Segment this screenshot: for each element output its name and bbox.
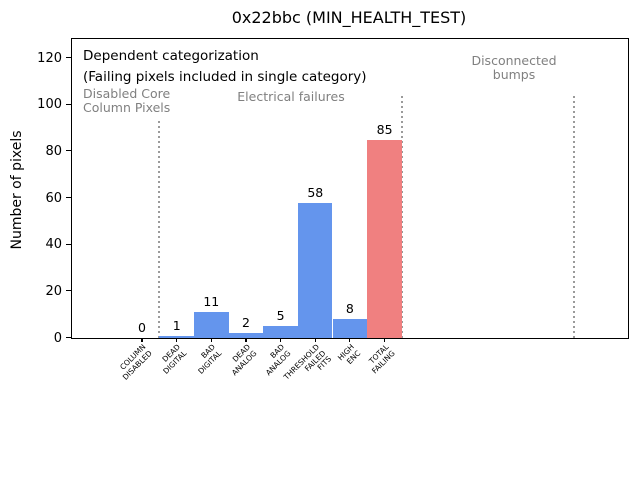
y-tick-mark [66, 290, 71, 292]
y-tick-mark [66, 197, 71, 199]
x-tick-label: HIGH ENC [335, 342, 362, 366]
x-tick-mark [141, 338, 143, 342]
annotation-failing-pixels-note: (Failing pixels included in single categ… [83, 69, 367, 85]
y-tick-label: 80 [45, 143, 62, 159]
bar-value-label: 5 [276, 308, 285, 324]
x-tick-mark [384, 338, 386, 342]
x-tick-label: DEAD DIGITAL [160, 342, 189, 376]
y-tick-label: 60 [45, 190, 62, 206]
y-tick-mark [66, 243, 71, 245]
y-axis-label: Number of pixels [9, 130, 25, 250]
bar-total-failing [367, 139, 402, 338]
separator-line-electrical-disconnected [401, 96, 403, 338]
x-tick-mark [314, 338, 316, 342]
x-tick-label: DEAD ANALOG [229, 342, 258, 377]
separator-line-disabled-electrical [158, 121, 160, 338]
bar-threshold-failed-fits [297, 202, 333, 338]
x-tick-label: TOTAL FAILING [367, 342, 397, 376]
y-tick-label: 20 [45, 283, 62, 299]
bar-value-label: 1 [172, 317, 181, 333]
bar-dead-analog [228, 333, 264, 338]
annotation-electrical-failures: Electrical failures [237, 89, 345, 104]
bar-value-label: 85 [376, 121, 393, 137]
bar-value-label: 11 [203, 294, 220, 310]
x-tick-label: COLUMN DISABLED [118, 342, 154, 382]
bar-dead-digital [159, 335, 194, 338]
y-tick-label: 120 [37, 50, 62, 66]
plot-area: 0 20 40 60 80 100 120 0 [37, 38, 629, 381]
bar-high-enc [332, 319, 368, 338]
x-tick-mark [349, 338, 351, 342]
y-tick-mark [66, 150, 71, 152]
x-tick-mark [176, 338, 178, 342]
x-tick-mark [210, 338, 212, 342]
x-tick-label: THRESHOLD FAILED FITS [281, 342, 333, 382]
y-tick-mark [66, 336, 71, 338]
y-tick-label: 100 [37, 97, 62, 113]
annotation-disabled-core-column-pixels: Disabled Core Column Pixels [83, 86, 171, 115]
annotation-dependent-categorization: Dependent categorization [83, 48, 259, 64]
y-tick-label: 0 [53, 330, 62, 346]
bar-bad-digital [194, 312, 229, 338]
chart-title: 0x22bbc (MIN_HEALTH_TEST) [231, 8, 467, 27]
bar-value-label: 8 [345, 301, 354, 317]
bar-value-label: 58 [307, 184, 324, 200]
bar-bad-analog [263, 326, 298, 338]
y-tick-label: 40 [45, 237, 62, 253]
bar-value-label: 2 [242, 315, 250, 331]
bar-value-label: 0 [138, 320, 146, 335]
y-tick-mark [66, 57, 71, 59]
x-tick-mark [245, 338, 247, 342]
separator-line-right [573, 96, 575, 338]
y-tick-mark [66, 103, 71, 105]
x-tick-mark [280, 338, 282, 342]
x-tick-label: BAD DIGITAL [195, 342, 223, 376]
annotation-disconnected-bumps: Disconnected bumps [471, 53, 557, 82]
